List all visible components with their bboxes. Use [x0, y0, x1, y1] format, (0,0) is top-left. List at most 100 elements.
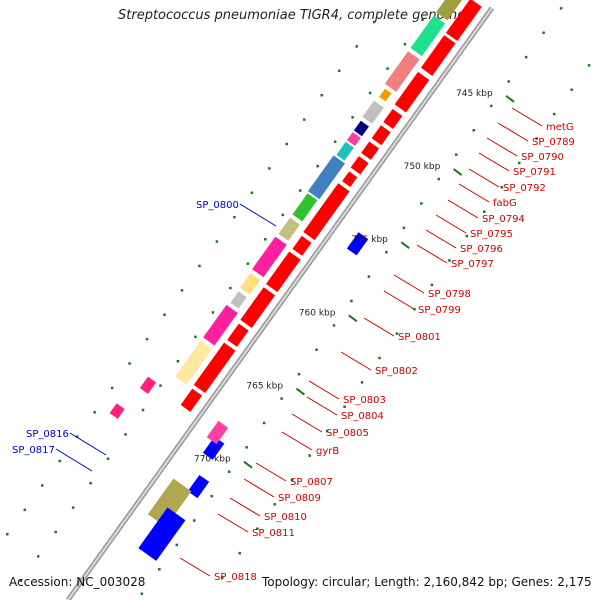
- gene-label-leader: [255, 462, 287, 482]
- gene-feature[interactable]: [266, 251, 301, 293]
- gene-label[interactable]: SP_0798: [428, 289, 471, 300]
- ring-dot: [524, 55, 528, 59]
- gene-feature[interactable]: [175, 340, 213, 385]
- kbp-tick-label: 760 kbp: [299, 308, 336, 318]
- gene-feature[interactable]: [227, 323, 249, 347]
- kbp-tick-mark: [505, 95, 515, 103]
- gene-label[interactable]: SP_0816: [26, 429, 69, 440]
- gene-feature[interactable]: [109, 403, 125, 419]
- gene-feature[interactable]: [342, 171, 358, 187]
- gene-feature[interactable]: [410, 15, 446, 57]
- gene-label-leader: [486, 137, 518, 157]
- gene-feature[interactable]: [362, 100, 384, 124]
- gene-feature[interactable]: [278, 217, 300, 241]
- reverse-gene-feature[interactable]: [202, 436, 225, 460]
- gene-label[interactable]: SP_0803: [343, 395, 386, 406]
- gene-label-leader: [435, 214, 467, 234]
- gene-label[interactable]: gyrB: [316, 446, 339, 457]
- gene-label-leader: [393, 274, 425, 294]
- gene-feature[interactable]: [371, 125, 391, 146]
- ring-dot: [315, 348, 318, 352]
- gene-label[interactable]: SP_0797: [451, 259, 494, 270]
- gene-feature[interactable]: [336, 141, 354, 161]
- ring-dot: [19, 579, 22, 582]
- gene-feature[interactable]: [307, 155, 345, 200]
- gene-feature[interactable]: [180, 388, 203, 412]
- gene-label[interactable]: SP_0807: [290, 477, 333, 488]
- ring-dot: [355, 45, 358, 48]
- gene-label[interactable]: SP_0800: [196, 200, 239, 211]
- ring-dot: [281, 213, 284, 217]
- gene-feature[interactable]: [230, 291, 247, 309]
- ring-dot: [215, 240, 219, 243]
- gene-label-leader: [69, 432, 107, 456]
- ring-dot: [465, 234, 469, 238]
- gene-feature[interactable]: [353, 120, 369, 137]
- gene-label[interactable]: SP_0796: [460, 244, 503, 255]
- gene-label[interactable]: SP_0810: [264, 512, 307, 523]
- gene-feature[interactable]: [240, 287, 276, 328]
- ring-dot: [75, 435, 79, 438]
- gene-feature[interactable]: [292, 235, 312, 256]
- gene-feature[interactable]: [203, 304, 238, 346]
- gene-label[interactable]: SP_0804: [341, 411, 384, 422]
- ring-dot: [89, 481, 92, 485]
- gene-feature[interactable]: [445, 0, 482, 41]
- backbone-highlight: [67, 7, 493, 600]
- gene-label[interactable]: SP_0789: [532, 137, 575, 148]
- gene-label[interactable]: SP_0809: [278, 493, 321, 504]
- reverse-gene-feature[interactable]: [206, 420, 229, 445]
- gene-feature[interactable]: [420, 35, 456, 76]
- ring-dot: [535, 137, 538, 140]
- gene-feature[interactable]: [240, 272, 261, 295]
- gene-label[interactable]: SP_0794: [482, 214, 525, 225]
- gene-label[interactable]: SP_0792: [503, 183, 546, 194]
- kbp-tick-label: 770 kbp: [194, 455, 231, 465]
- gene-feature[interactable]: [350, 156, 369, 175]
- ring-dot: [262, 421, 266, 425]
- gene-label[interactable]: SP_0817: [12, 445, 55, 456]
- gene-feature[interactable]: [193, 342, 236, 393]
- reverse-gene-feature[interactable]: [346, 232, 369, 256]
- gene-feature[interactable]: [436, 0, 464, 21]
- gene-feature[interactable]: [252, 236, 287, 278]
- gene-label[interactable]: SP_0791: [513, 167, 556, 178]
- ring-dot: [245, 446, 248, 449]
- gene-feature[interactable]: [384, 51, 420, 92]
- ring-dot: [158, 568, 161, 571]
- gene-label[interactable]: SP_0811: [252, 528, 295, 539]
- gene-label[interactable]: SP_0790: [521, 152, 564, 163]
- ring-dot: [6, 532, 9, 536]
- ring-dot: [332, 324, 336, 327]
- gene-label-leader: [179, 557, 211, 577]
- gene-feature[interactable]: [303, 183, 350, 241]
- gene-label[interactable]: SP_0805: [326, 428, 369, 439]
- gene-feature[interactable]: [394, 71, 430, 113]
- gene-feature-large[interactable]: [147, 478, 192, 528]
- gene-feature[interactable]: [379, 88, 392, 102]
- gene-feature[interactable]: [346, 132, 361, 147]
- gene-feature[interactable]: [383, 109, 403, 130]
- gene-label[interactable]: fabG: [493, 198, 517, 209]
- gene-label[interactable]: SP_0799: [418, 305, 461, 316]
- gene-feature-large[interactable]: [138, 507, 186, 561]
- gene-feature[interactable]: [139, 376, 157, 394]
- gene-label-leader: [55, 448, 93, 472]
- gene-feature[interactable]: [292, 193, 318, 222]
- gene-feature[interactable]: [361, 141, 380, 160]
- ring-dot: [290, 478, 294, 482]
- ring-dot: [198, 264, 201, 268]
- gene-label[interactable]: SP_0818: [214, 572, 257, 583]
- gene-label[interactable]: metG: [546, 122, 574, 133]
- ring-dot: [507, 80, 510, 83]
- gene-label[interactable]: SP_0795: [470, 229, 513, 240]
- gene-label[interactable]: SP_0802: [375, 366, 418, 377]
- ring-dot: [140, 592, 144, 595]
- reverse-gene-feature[interactable]: [187, 474, 210, 499]
- kbp-tick-mark: [400, 241, 410, 249]
- ring-dot: [264, 238, 267, 241]
- gene-label[interactable]: SP_0801: [398, 332, 441, 343]
- ring-dot: [268, 167, 271, 170]
- ring-dot: [36, 555, 40, 558]
